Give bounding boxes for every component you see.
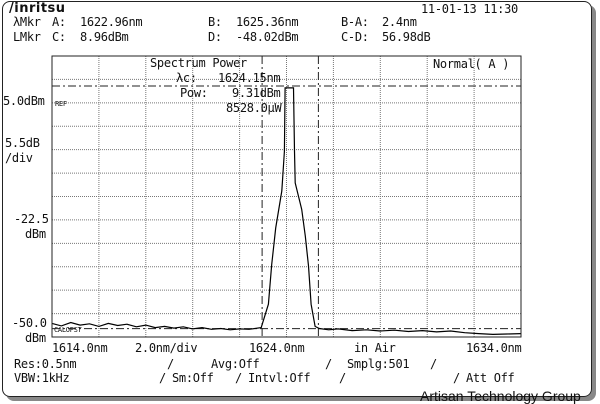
- y-bottom-label: -50.0: [12, 316, 47, 330]
- smoothing-status: Sm:Off: [172, 371, 214, 385]
- watermark: Artisan Technology Group: [420, 388, 581, 404]
- power-label: Pow:: [180, 86, 208, 100]
- datetime: 11-01-13 11:30: [421, 2, 518, 16]
- power-dbm-value: 9.31dBm: [232, 86, 281, 100]
- sampling-status: Smplg:501: [347, 357, 410, 371]
- center-wavelength-label: λc:: [176, 71, 197, 85]
- x-stop-label: 1634.0nm: [466, 341, 522, 355]
- separator: /: [430, 357, 437, 371]
- screen-frame: [2, 1, 592, 397]
- plot-border: [51, 55, 522, 338]
- medium-label: in Air: [354, 341, 396, 355]
- average-status: Avg:Off: [211, 357, 260, 371]
- spectrum-trace: [51, 87, 522, 336]
- marker-a-value: 1622.96nm: [80, 15, 143, 29]
- vbw-status: VBW:1kHz: [14, 371, 70, 385]
- marker-b-label: B:: [208, 15, 222, 29]
- marker-d-label: D:: [208, 30, 222, 44]
- level-marker-label: LMkr: [13, 30, 41, 44]
- anritsu-logo: /inritsu: [9, 1, 66, 16]
- separator: /: [159, 371, 166, 385]
- plot-title: Spectrum Power: [150, 56, 247, 70]
- power-uw-value: 8528.0μW: [226, 101, 282, 115]
- x-span-label: 2.0nm/div: [135, 341, 198, 355]
- marker-c-value: 8.96dBm: [80, 30, 129, 44]
- offset-tag: CALOFST: [54, 326, 82, 334]
- marker-d-value: -48.02dBm: [236, 30, 299, 44]
- marker-ba-value: 2.4nm: [382, 15, 417, 29]
- marker-ba-label: B-A:: [341, 15, 369, 29]
- y-scale-unit: /div: [5, 151, 33, 165]
- marker-b-value: 1625.36nm: [236, 15, 299, 29]
- wavelength-marker-label: λMkr: [13, 15, 41, 29]
- y-bottom-unit: dBm: [25, 331, 46, 345]
- separator: /: [235, 371, 242, 385]
- trace-mode: Normal( A ): [433, 57, 510, 71]
- y-mid-label: -22.5: [14, 212, 49, 226]
- ref-tag: REF: [55, 100, 67, 108]
- y-ref-label: 5.0dBm: [3, 94, 45, 108]
- marker-cd-value: 56.98dB: [382, 30, 431, 44]
- y-scale-label: 5.5dB: [5, 136, 40, 150]
- y-mid-unit: dBm: [25, 227, 46, 241]
- attenuator-status: Att Off: [466, 371, 515, 385]
- separator: /: [325, 357, 332, 371]
- separator: /: [167, 357, 174, 371]
- x-start-label: 1614.0nm: [52, 341, 108, 355]
- marker-cd-label: C-D:: [341, 30, 369, 44]
- marker-c-label: C:: [52, 30, 66, 44]
- separator: /: [339, 371, 346, 385]
- resolution-status: Res:0.5nm: [14, 357, 77, 371]
- marker-a-label: A:: [52, 15, 66, 29]
- x-center-label: 1624.0nm: [249, 341, 305, 355]
- center-wavelength-value: 1624.15nm: [218, 71, 281, 85]
- interval-status: Intvl:Off: [248, 371, 311, 385]
- separator: /: [453, 371, 460, 385]
